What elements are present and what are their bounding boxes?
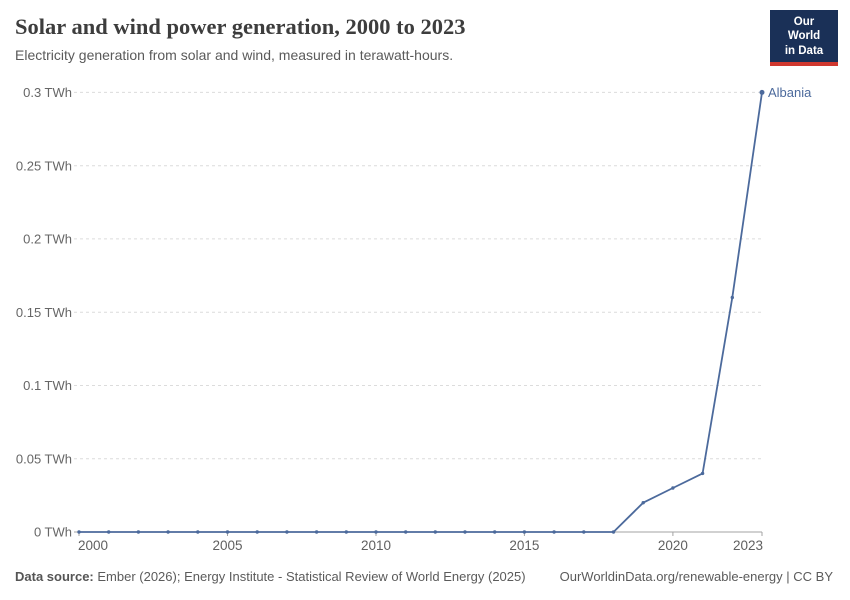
data-point [552,530,556,534]
owid-logo-red-bar [770,62,838,67]
data-source-note: Data source: Ember (2026); Energy Instit… [15,569,526,585]
x-axis-label: 2010 [361,538,391,553]
owid-logo: Our World in Data [770,10,838,67]
data-point [374,530,378,534]
y-axis-label: 0.15 TWh [16,305,72,320]
owid-logo-line1: Our World [787,16,821,43]
data-point [759,89,765,95]
data-point [136,530,141,534]
data-point [344,530,348,534]
series-label: Albania [768,85,812,100]
y-axis-label: 0.25 TWh [16,158,72,173]
x-axis-label: 2023 [733,538,763,553]
data-source-label: Data source: [15,569,94,584]
data-point [285,530,289,534]
data-point [196,530,200,534]
y-axis-label: 0.05 TWh [16,451,72,466]
chart-subtitle: Electricity generation from solar and wi… [15,46,454,63]
data-point [611,530,616,534]
data-point [404,530,408,534]
data-point [107,530,111,534]
data-line [79,92,763,533]
data-point [641,501,645,505]
line-chart: 0 TWh 0.05 TWh 0.1 TWh 0.15 TWh 0.2 TWh 0.25 … [0,80,850,558]
data-point [671,486,675,490]
data-point [255,530,259,534]
x-axis-label: 2005 [212,538,242,553]
x-axis-label: 2015 [509,538,539,553]
data-point [522,530,527,534]
data-point [314,530,319,534]
y-axis-label: 0.1 TWh [23,378,72,393]
data-point [582,530,586,534]
y-axis-label: 0 TWh [34,525,72,540]
data-source-text: Ember (2026); Energy Institute - Statist… [93,569,526,584]
chart-title: Solar and wind power generation, 2000 to… [15,14,466,39]
x-axis-label: 2000 [78,538,108,553]
data-point [433,530,437,534]
data-point [700,471,705,476]
footer-link[interactable]: OurWorldinData.org/renewable-energy | CC… [559,569,833,584]
data-point [166,530,170,534]
chart-footer: Data source: Ember (2026); Energy Instit… [15,569,833,585]
data-point [225,530,230,534]
chart-header: Solar and wind power generation, 2000 to… [15,14,750,64]
data-point [463,530,467,534]
data-point [730,295,734,300]
data-point [77,530,81,534]
chart-svg: 0 TWh 0.05 TWh 0.1 TWh 0.15 TWh 0.2 TWh 0.25 … [16,85,812,553]
data-point [493,530,497,534]
y-axis-label: 0.2 TWh [23,231,72,246]
y-axis-label: 0.3 TWh [23,85,72,100]
owid-logo-line2: in Data [784,44,824,57]
x-axis-label: 2020 [658,538,688,553]
